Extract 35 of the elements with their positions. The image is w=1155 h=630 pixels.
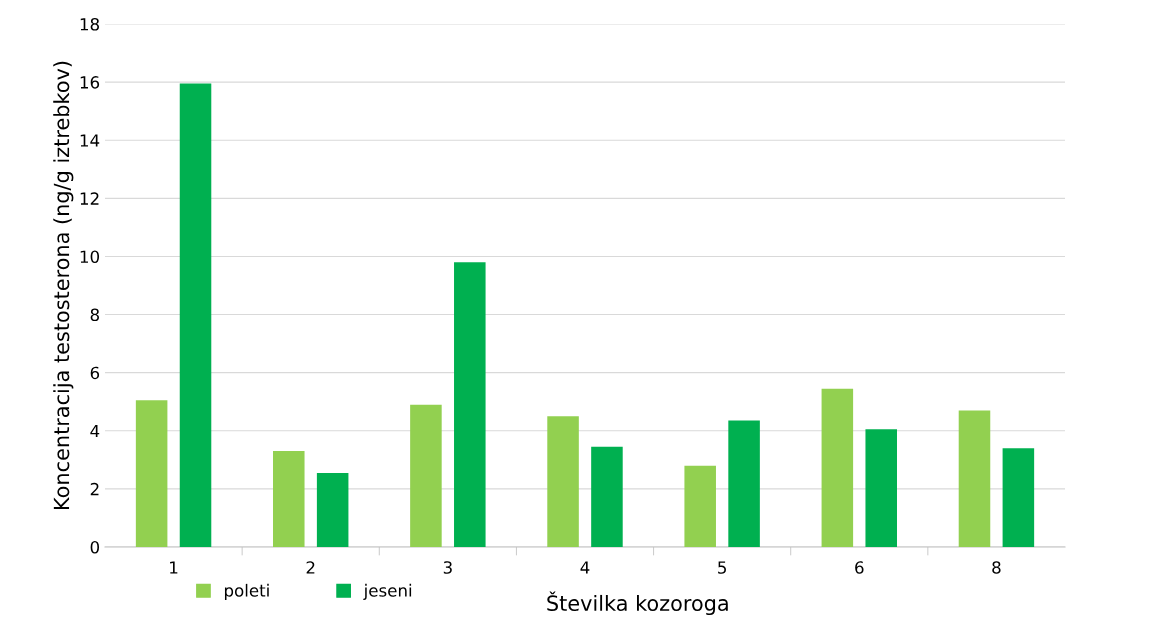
x-tick-label: 4 — [580, 561, 590, 574]
bar — [865, 429, 897, 547]
legend-label: poleti — [224, 583, 269, 600]
y-tick-label: 16 — [80, 76, 100, 89]
bar — [684, 465, 716, 547]
y-tick-label: 6 — [90, 366, 100, 380]
bar — [821, 388, 854, 547]
x-tick-label: 5 — [718, 561, 726, 574]
x-tick-label: 1 — [170, 561, 178, 574]
y-tick-label: 4 — [90, 424, 100, 438]
y-tick-label: 14 — [80, 134, 100, 147]
bar — [958, 410, 991, 547]
bar — [135, 400, 168, 547]
bar — [316, 472, 349, 547]
bar — [179, 83, 212, 547]
y-axis-title: Koncentracija testosterona (ng/g iztrebkov) — [53, 61, 74, 509]
x-tick-label: 2 — [306, 561, 315, 574]
y-tick-label: 0 — [90, 540, 100, 554]
x-tick-label: 3 — [443, 561, 452, 574]
x-tick-label: 6 — [855, 561, 864, 574]
legend-label: jeseni — [363, 583, 412, 600]
bar — [547, 416, 579, 547]
bar — [728, 420, 760, 547]
bar — [591, 446, 623, 547]
y-tick-label: 8 — [90, 308, 99, 322]
bar — [273, 451, 305, 547]
y-tick-label: 12 — [80, 192, 99, 205]
y-tick-label: 10 — [80, 250, 100, 264]
bar — [410, 404, 442, 547]
bar — [1002, 448, 1035, 547]
x-axis-title: Številka kozoroga — [547, 591, 728, 616]
x-tick-label: 8 — [992, 561, 1001, 574]
y-tick-label: 18 — [80, 17, 99, 31]
y-tick-label: 2 — [90, 482, 99, 496]
bar — [454, 262, 486, 547]
